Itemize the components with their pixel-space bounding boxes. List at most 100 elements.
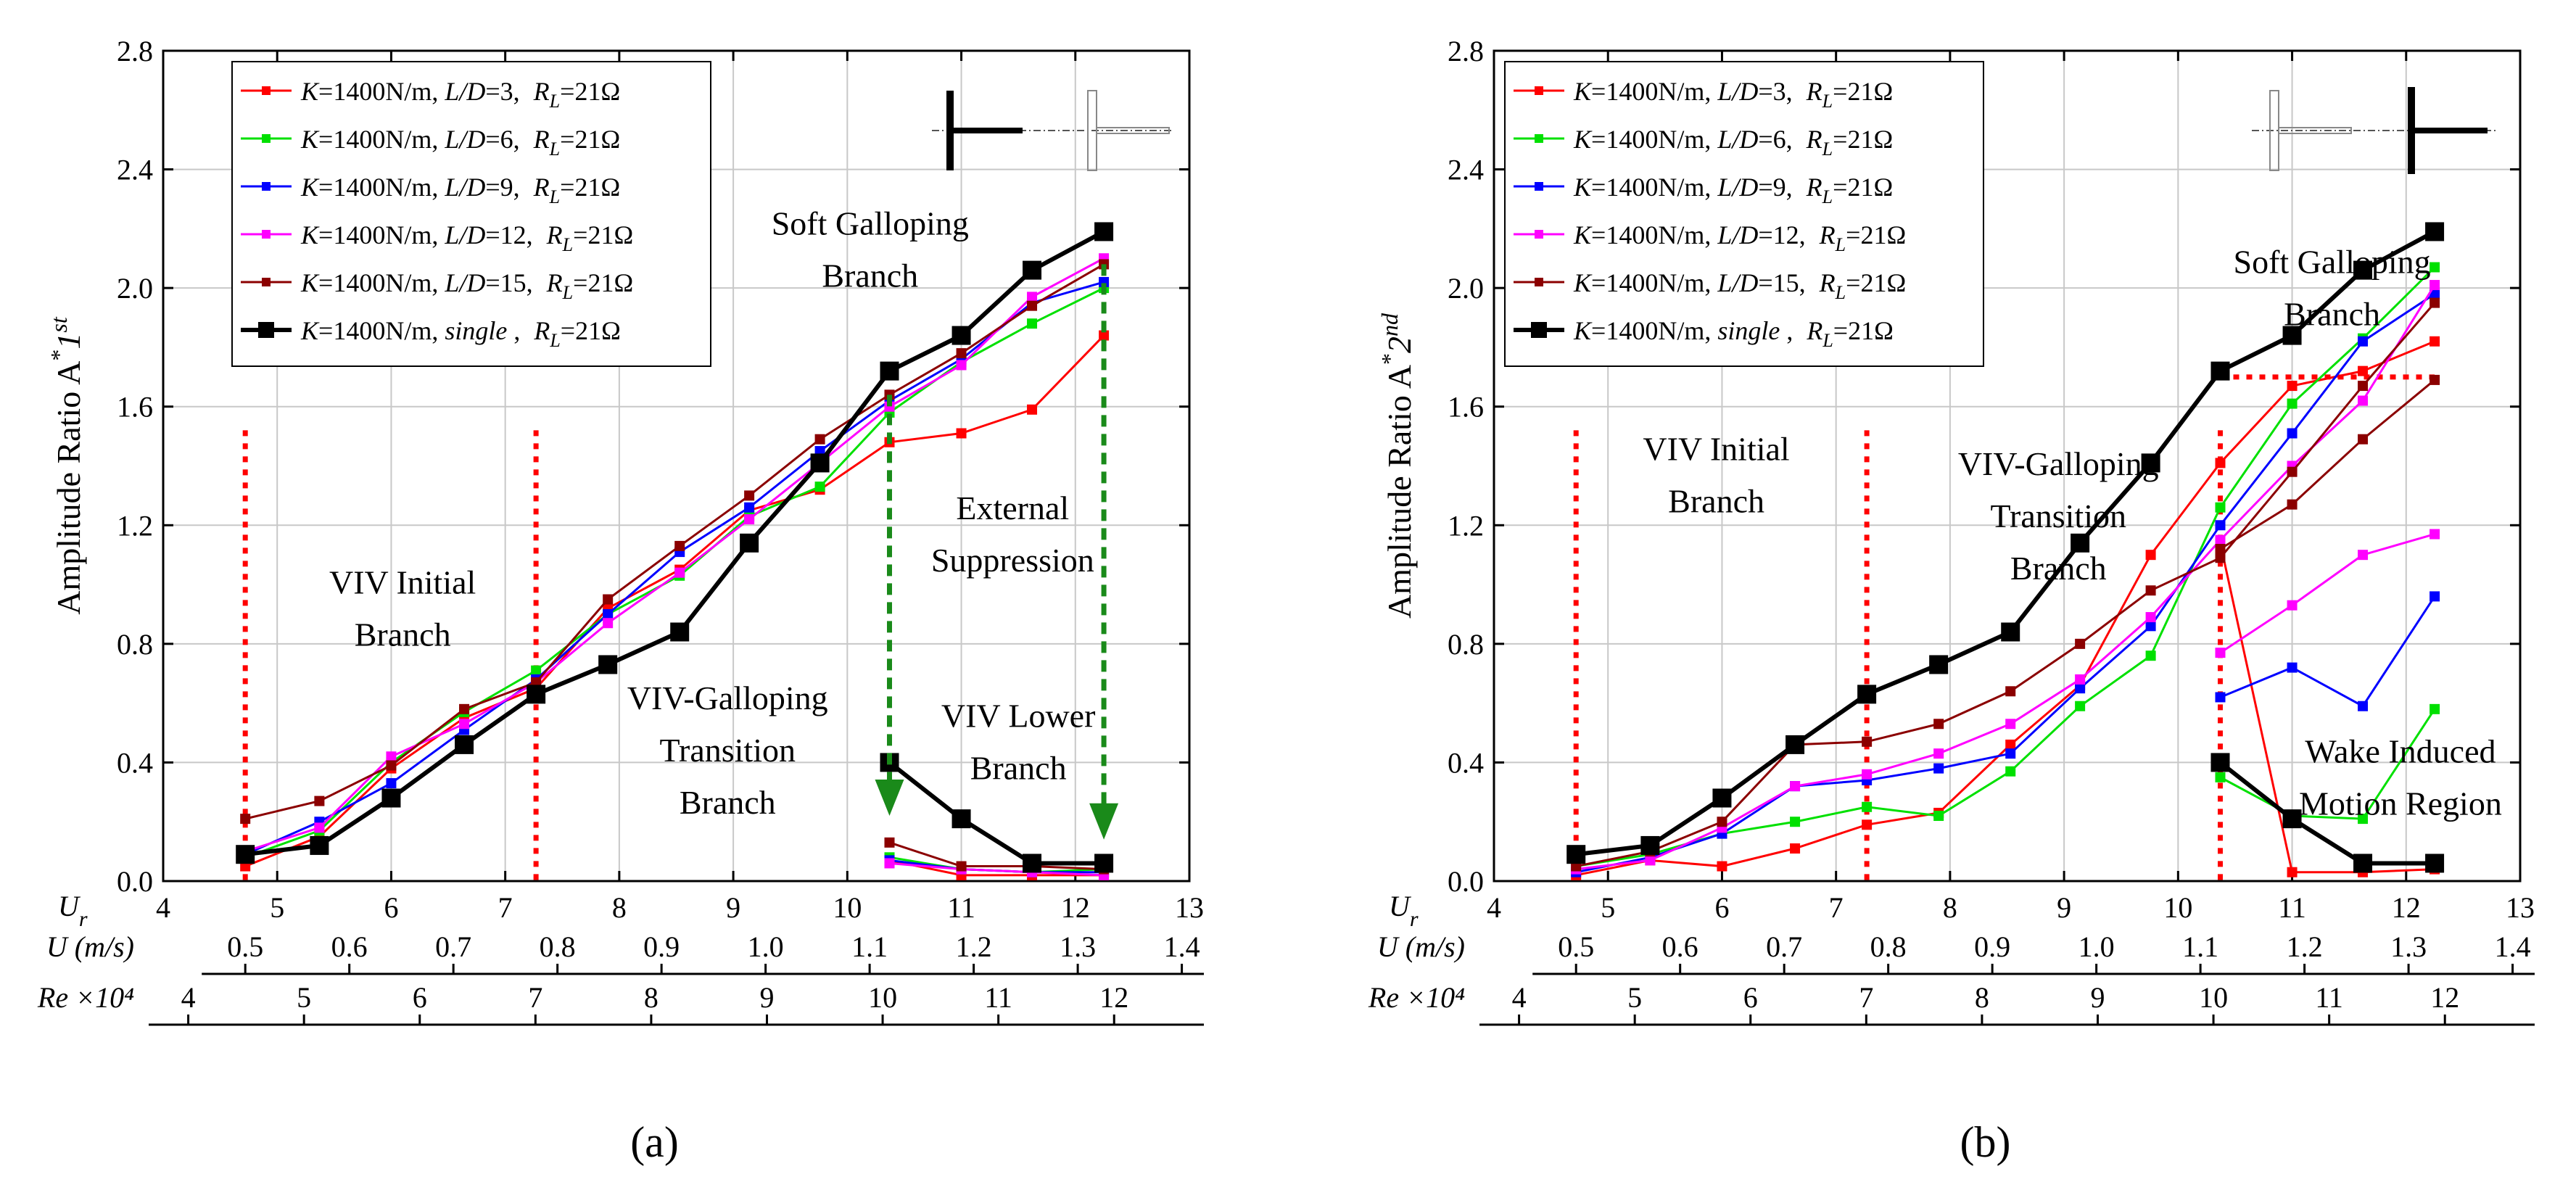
x-tick-label-u: 1.3 (2390, 930, 2427, 963)
legend-rest: =3, (1758, 77, 1799, 106)
x-tick-label-u: 1.2 (2287, 930, 2323, 963)
data-point (1857, 685, 1877, 704)
y-tick-label: 2.0 (1448, 272, 1484, 305)
series-line-lower (2219, 379, 2436, 550)
legend-k: K (300, 77, 320, 106)
region-annotation: Branch (355, 616, 451, 653)
data-point (880, 361, 899, 381)
data-point (2358, 365, 2369, 376)
legend-r-sub: L (1835, 234, 1846, 255)
data-point (956, 428, 967, 439)
data-point (598, 655, 618, 674)
legend-r-val: =21Ω (573, 220, 633, 249)
data-point (314, 796, 325, 806)
region-annotation: Branch (1668, 482, 1764, 519)
legend-k: K (300, 220, 320, 249)
legend-r-sub: L (549, 91, 560, 112)
legend-r-sub: L (1822, 139, 1833, 160)
series-line (244, 334, 1105, 867)
x-axis-title-ur: Ur (1389, 890, 1419, 931)
data-point (1786, 735, 1805, 754)
legend-mid: =1400N/m, (1591, 268, 1717, 297)
legend-swatch-marker (262, 182, 271, 191)
legend-entry: K=1400N/m, L/D=9, RL=21Ω (1573, 173, 1893, 207)
legend-r-val: =21Ω (1833, 316, 1894, 345)
legend-ld: L/D (444, 173, 485, 202)
x-tick-label-u: 0.6 (331, 930, 368, 963)
x-axis-title-u: U (m/s) (1377, 930, 1465, 963)
legend-r-val: =21Ω (1833, 125, 1893, 154)
series-line-lower (889, 861, 1105, 877)
x-tick-label-ur: 12 (2392, 891, 2421, 924)
legend-rest: =12, (485, 220, 539, 249)
series-line-lower (888, 761, 1105, 866)
legend-r-sub: L (562, 234, 573, 255)
data-point (2430, 289, 2440, 299)
data-point (386, 760, 397, 771)
data-point (884, 837, 895, 848)
data-point (1933, 719, 1944, 730)
data-point (2071, 533, 2090, 553)
legend-r-val: =21Ω (1846, 220, 1906, 249)
rear-cylinder (2408, 87, 2415, 174)
plot-frame (162, 49, 1191, 883)
legend-mid: =1400N/m, (318, 316, 445, 345)
y-tick-label: 2.4 (1448, 154, 1484, 186)
data-point (1933, 811, 1944, 822)
data-point (956, 348, 967, 359)
data-point (459, 703, 470, 714)
legend-ld: L/D (444, 77, 485, 106)
x-tick-label-ur: 9 (726, 891, 740, 924)
legend-swatch-marker (1535, 230, 1543, 239)
x-axis-title-u: U (m/s) (46, 930, 134, 963)
data-point (2210, 753, 2230, 772)
series-line-lower (2219, 533, 2435, 654)
legend-r-val: =21Ω (560, 173, 620, 202)
data-point (674, 540, 685, 551)
data-point (2430, 336, 2440, 347)
legend-ld: single (445, 316, 507, 345)
y-axis-title-sup: * (46, 350, 72, 361)
x-tick-label-re: 6 (1743, 981, 1758, 1014)
x-axis-title-ur-main: U (1389, 890, 1412, 922)
data-point (1717, 861, 1727, 872)
y-axis-title-sub: 1 (50, 333, 87, 350)
data-point (2075, 674, 2086, 685)
x-tick-label-ur: 13 (2506, 891, 2535, 924)
x-tick-label-ur: 4 (1487, 891, 1501, 924)
legend-r: R (1806, 316, 1822, 345)
y-tick-label: 2.8 (1448, 35, 1484, 67)
legend-mid: =1400N/m, (318, 173, 445, 202)
legend-swatch-marker (1535, 134, 1543, 143)
x-tick-label-ur: 12 (1061, 891, 1090, 924)
x-tick-label-ur: 8 (1943, 891, 1957, 924)
legend-mid: =1400N/m, (318, 77, 445, 106)
series-line-lower (889, 859, 1105, 877)
data-point (2287, 398, 2298, 409)
legend-r-sub: L (1822, 330, 1833, 351)
x-tick-label-re: 5 (1627, 981, 1642, 1014)
legend-r: R (533, 173, 550, 202)
data-point (951, 326, 971, 345)
region-annotation: Transition (1991, 497, 2126, 534)
data-point (744, 514, 755, 525)
region-annotation: Branch (970, 749, 1067, 786)
legend-k: K (300, 268, 320, 297)
series-line-lower (889, 841, 1105, 871)
x-tick-label-re: 12 (2430, 981, 2459, 1014)
legend-entry: K=1400N/m, L/D=6, RL=21Ω (1573, 125, 1893, 160)
data-point (236, 845, 255, 864)
y-tick-label: 2.4 (117, 154, 153, 186)
region-annotation: Wake Induced (2305, 732, 2496, 769)
legend-r-sub: L (1822, 186, 1833, 207)
y-axis-title: Amplitude Ratio A*1st (46, 316, 87, 615)
legend-entry: K=1400N/m, L/D=3, RL=21Ω (1573, 77, 1893, 112)
legend-ld: L/D (444, 125, 485, 154)
splitter-plate-front (2278, 127, 2352, 134)
legend-entry: K=1400N/m, L/D=9, RL=21Ω (300, 173, 620, 207)
x-axis-title-re: Re ×10⁴ (37, 981, 134, 1014)
region-annotation: Transition (660, 732, 796, 769)
legend-rest: , (1780, 316, 1799, 345)
data-point (2145, 650, 2156, 661)
data-point (2287, 381, 2298, 392)
